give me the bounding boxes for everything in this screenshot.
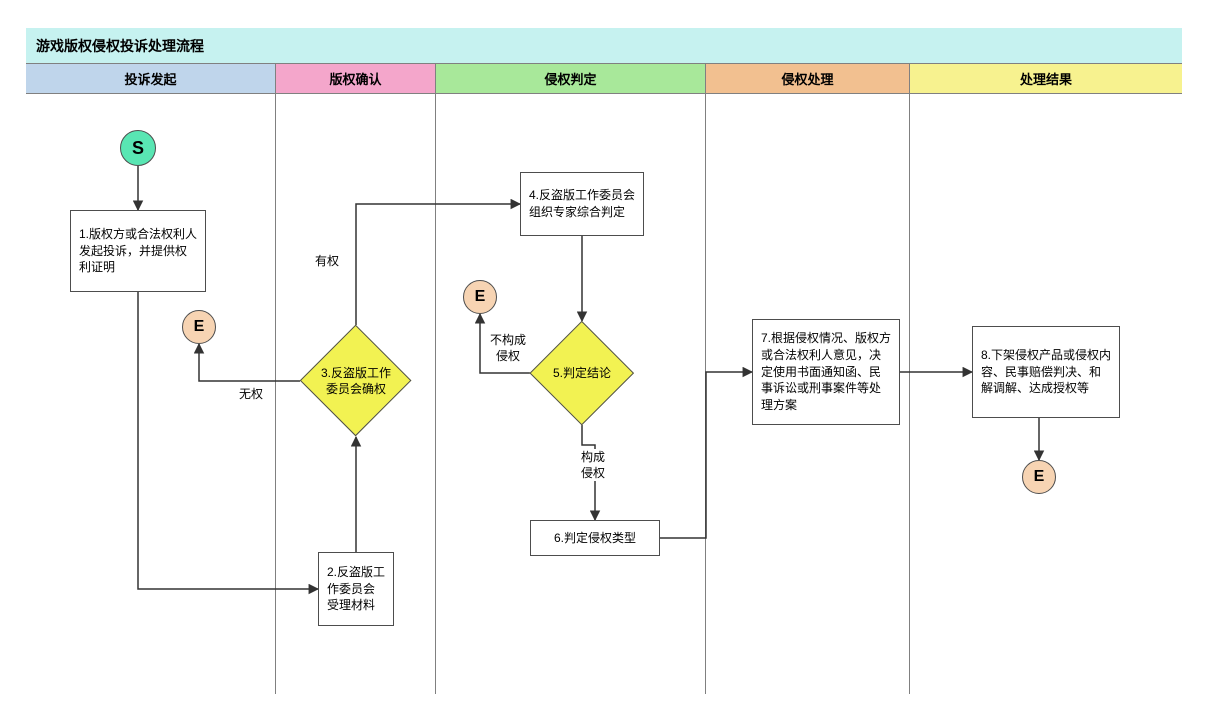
circle-letter: S <box>132 138 144 159</box>
node-end_right: E <box>1022 460 1056 494</box>
diagram-title-text: 游戏版权侵权投诉处理流程 <box>36 36 204 56</box>
lane-header-label: 处理结果 <box>1020 69 1072 88</box>
edge-label-label_isinf: 构成 侵权 <box>578 449 608 481</box>
lane-header-3: 侵权处理 <box>706 64 910 94</box>
edge-label-label_noright: 无权 <box>236 386 266 402</box>
node-end_mid: E <box>463 280 497 314</box>
node-text: 3.反盗版工作委员会确权 <box>316 365 396 397</box>
node-diamond5: 5.判定结论 <box>530 321 634 425</box>
edge-label-text: 不构成 侵权 <box>490 333 526 363</box>
node-diamond3: 3.反盗版工作委员会确权 <box>300 325 412 437</box>
lane-header-label: 版权确认 <box>329 69 381 88</box>
edge-label-text: 有权 <box>315 254 339 268</box>
lane-header-2: 侵权判定 <box>436 64 706 94</box>
diamond-label: 3.反盗版工作委员会确权 <box>300 325 412 437</box>
node-end_left: E <box>182 310 216 344</box>
lane-header-1: 版权确认 <box>276 64 436 94</box>
node-text: 7.根据侵权情况、版权方或合法权利人意见，决定使用书面通知函、民事诉讼或刑事案件… <box>761 330 891 414</box>
edge-label-label_notinf: 不构成 侵权 <box>486 332 530 364</box>
circle-letter: E <box>1034 468 1045 486</box>
edge-label-text: 构成 侵权 <box>581 450 605 480</box>
node-text: 1.版权方或合法权利人发起投诉，并提供权利证明 <box>79 226 197 276</box>
lane-header-label: 侵权处理 <box>781 69 833 88</box>
node-text: 8.下架侵权产品或侵权内容、民事赔偿判决、和解调解、达成授权等 <box>981 347 1111 397</box>
lane-header-0: 投诉发起 <box>26 64 276 94</box>
node-step7: 7.根据侵权情况、版权方或合法权利人意见，决定使用书面通知函、民事诉讼或刑事案件… <box>752 319 900 425</box>
node-start: S <box>120 130 156 166</box>
node-step8: 8.下架侵权产品或侵权内容、民事赔偿判决、和解调解、达成授权等 <box>972 326 1120 418</box>
node-text: 4.反盗版工作委员会组织专家综合判定 <box>529 187 635 221</box>
node-text: 2.反盗版工作委员会受理材料 <box>327 564 385 614</box>
diagram-title: 游戏版权侵权投诉处理流程 <box>26 28 1182 64</box>
node-step6: 6.判定侵权类型 <box>530 520 660 556</box>
lane-header-4: 处理结果 <box>910 64 1182 94</box>
edge-label-label_hasright: 有权 <box>312 253 342 269</box>
circle-letter: E <box>194 318 205 336</box>
edge-label-text: 无权 <box>239 387 263 401</box>
node-step2: 2.反盗版工作委员会受理材料 <box>318 552 394 626</box>
node-step4: 4.反盗版工作委员会组织专家综合判定 <box>520 172 644 236</box>
node-text: 5.判定结论 <box>553 365 611 381</box>
diamond-label: 5.判定结论 <box>530 321 634 425</box>
circle-letter: E <box>475 288 486 306</box>
lane-header-label: 投诉发起 <box>124 69 176 88</box>
node-step1: 1.版权方或合法权利人发起投诉，并提供权利证明 <box>70 210 206 292</box>
node-text: 6.判定侵权类型 <box>539 530 651 547</box>
lane-header-label: 侵权判定 <box>544 69 596 88</box>
